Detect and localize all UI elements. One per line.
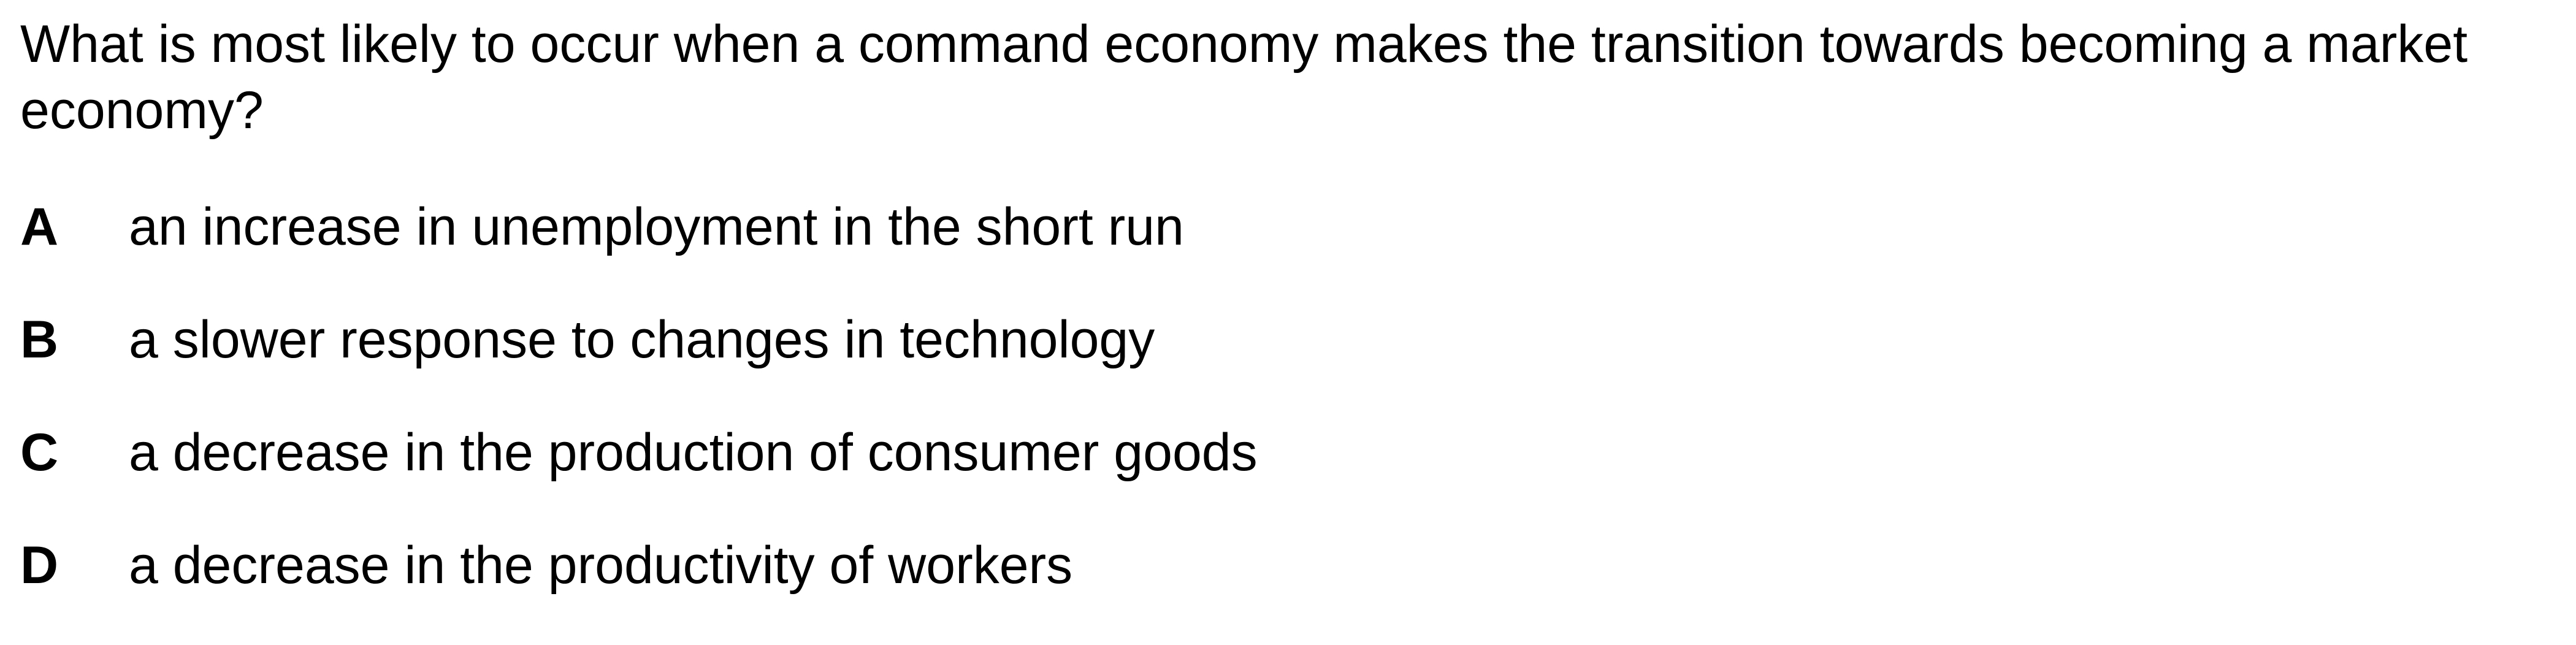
option-a[interactable]: A an increase in unemployment in the sho… [20,194,1258,307]
option-letter: D [20,536,59,595]
option-d[interactable]: D a decrease in the productivity of work… [20,532,1258,645]
option-letter: C [20,423,59,482]
option-text: a decrease in the production of consumer… [129,423,1258,482]
option-text: an increase in unemployment in the short… [129,197,1184,256]
option-text: a decrease in the productivity of worker… [129,536,1073,595]
option-text: a slower response to changes in technolo… [129,310,1155,369]
option-b[interactable]: B a slower response to changes in techno… [20,307,1258,419]
answer-options: A an increase in unemployment in the sho… [20,194,1258,645]
question-text: What is most likely to occur when a comm… [20,15,2468,140]
option-letter: A [20,197,59,256]
option-letter: B [20,310,59,369]
option-c[interactable]: C a decrease in the production of consum… [20,419,1258,532]
